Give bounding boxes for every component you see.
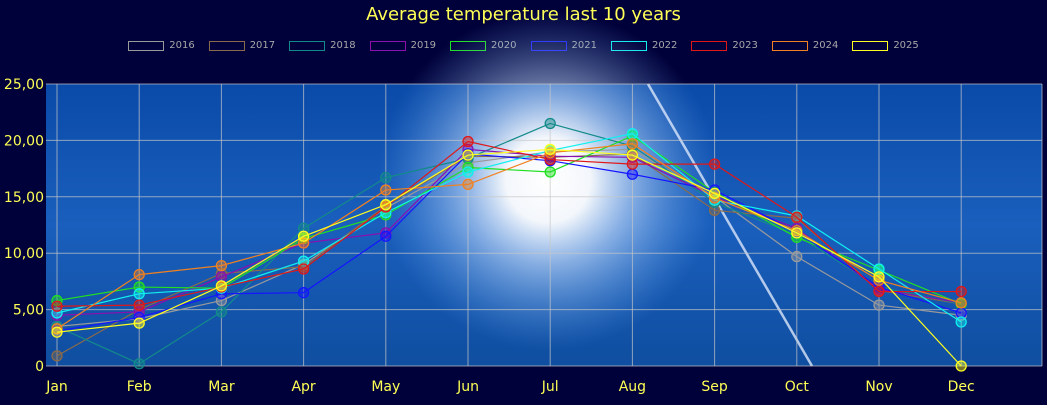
data-point — [544, 117, 556, 130]
legend-swatch — [208, 40, 245, 51]
legend-item[interactable]: 2023 — [691, 40, 758, 51]
legend-swatch — [852, 40, 889, 51]
data-point — [873, 263, 885, 275]
legend-item[interactable]: 2017 — [208, 40, 276, 51]
data-point — [955, 360, 967, 372]
x-tick-label: Sep — [701, 379, 728, 395]
data-point — [791, 211, 803, 223]
series-line-2023 — [56, 140, 962, 307]
data-point — [297, 255, 310, 267]
legend-label: 2016 — [169, 40, 195, 51]
y-tick-label: 10,00 — [4, 246, 44, 262]
legend-label: 2024 — [812, 40, 839, 51]
data-point — [791, 227, 803, 239]
data-point — [51, 350, 63, 362]
data-point — [51, 300, 63, 312]
data-point — [955, 297, 967, 309]
x-tick-label: Aug — [619, 379, 646, 395]
legend-label: 2017 — [249, 40, 276, 51]
legend-item[interactable]: 2019 — [369, 40, 437, 51]
data-point — [626, 158, 639, 170]
series-line-2025 — [56, 148, 962, 367]
series-line-2022 — [56, 132, 962, 323]
legend-swatch — [771, 40, 808, 51]
x-tick-label: Oct — [785, 379, 810, 395]
sun-glow — [378, 10, 718, 350]
y-tick-label: 25,00 — [4, 77, 44, 93]
data-point — [626, 149, 639, 161]
legend-label: 2025 — [893, 40, 919, 51]
legend-label: 2018 — [330, 40, 356, 51]
data-point — [873, 274, 885, 286]
data-point — [133, 299, 145, 311]
data-point — [215, 259, 228, 272]
series-line-2020 — [56, 135, 962, 305]
data-point — [380, 184, 392, 196]
data-point — [133, 288, 145, 300]
x-tick-label: Jul — [541, 379, 559, 395]
data-point — [297, 287, 310, 299]
legend-item[interactable]: 2024 — [771, 40, 839, 51]
data-point — [626, 138, 639, 150]
data-point — [708, 187, 721, 200]
x-tick-label: Dec — [948, 379, 975, 395]
x-tick-label: Jun — [456, 379, 479, 395]
data-point — [133, 268, 145, 281]
data-point — [215, 306, 228, 318]
data-point — [380, 199, 392, 211]
data-point — [955, 285, 967, 298]
legend-label: 2023 — [732, 40, 758, 51]
y-tick-label: 5,00 — [13, 303, 44, 319]
data-point — [215, 280, 228, 292]
data-point — [133, 358, 145, 370]
data-point — [544, 143, 556, 156]
grid — [46, 83, 1043, 367]
legend-swatch — [691, 40, 728, 51]
y-tick-label: 20,00 — [4, 133, 44, 149]
series-line-2018 — [56, 122, 962, 365]
x-tick-label: Feb — [127, 379, 152, 395]
data-point — [544, 166, 556, 178]
data-point — [297, 230, 310, 242]
data-point — [873, 271, 885, 283]
legend-swatch — [289, 40, 326, 51]
legend-label: 2019 — [410, 40, 437, 51]
data-point — [626, 127, 639, 140]
series-line-2024 — [56, 143, 962, 330]
x-tick-label: Jan — [45, 379, 68, 395]
data-point — [380, 230, 392, 242]
y-tick-label: 15,00 — [4, 190, 44, 206]
legend-label: 2022 — [651, 40, 678, 51]
data-point — [462, 166, 474, 178]
data-point — [873, 299, 885, 311]
data-point — [462, 178, 474, 191]
legend-item[interactable]: 2018 — [289, 40, 356, 51]
data-point — [955, 316, 967, 328]
data-point — [380, 227, 392, 239]
data-point — [626, 168, 639, 180]
legend-swatch — [128, 40, 165, 51]
contrail — [646, 83, 814, 367]
data-point — [297, 263, 310, 275]
data-point — [51, 326, 63, 338]
data-point — [708, 158, 721, 170]
data-point — [133, 317, 145, 329]
data-point — [544, 147, 556, 159]
legend-item[interactable]: 2025 — [852, 40, 919, 51]
legend-item[interactable]: 2016 — [128, 40, 195, 51]
x-tick-label: Nov — [865, 379, 892, 395]
legend-swatch — [369, 40, 406, 51]
data-point — [380, 171, 392, 184]
data-point — [462, 135, 474, 148]
x-tick-label: Mar — [208, 379, 235, 395]
y-tick-label: 0 — [35, 359, 44, 375]
data-point — [791, 250, 803, 263]
data-point — [462, 149, 474, 161]
x-tick-label: May — [371, 379, 400, 395]
x-tick-label: Apr — [291, 379, 315, 395]
data-point — [51, 323, 63, 335]
series-line-2021 — [56, 153, 962, 332]
data-point — [873, 285, 885, 298]
